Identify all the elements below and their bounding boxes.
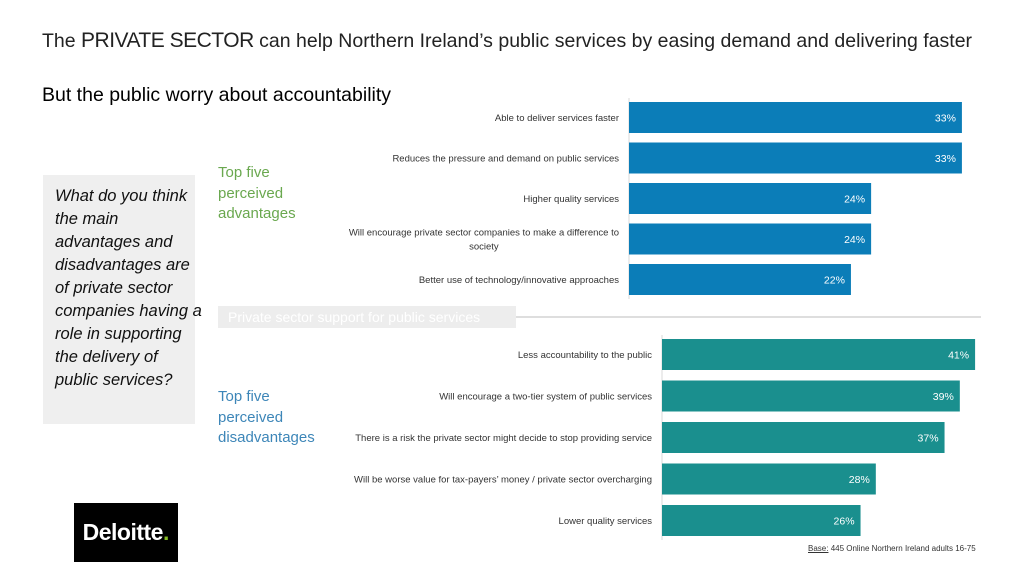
disadvantage-value-label-2: 39% <box>933 391 954 403</box>
disadvantage-bar-4 <box>662 463 876 495</box>
question-text: What do you think the main advantages an… <box>55 187 202 389</box>
disadvantage-category-label-3: There is a risk the private sector might… <box>355 433 652 444</box>
advantage-bar-2 <box>629 142 962 174</box>
disadvantage-bar-2 <box>662 380 960 412</box>
title-highlight: PRIVATE SECTOR <box>81 29 254 52</box>
advantage-value-label-4: 24% <box>844 234 865 246</box>
advantage-category-label-2: Reduces the pressure and demand on publi… <box>392 154 619 165</box>
disadvantages-label: Top five perceived disadvantages <box>218 388 315 446</box>
divider-box <box>218 306 516 328</box>
advantage-category-label-5: Better use of technology/innovative appr… <box>419 275 619 286</box>
advantage-category-label-3: Higher quality services <box>523 194 619 205</box>
divider-line <box>516 316 981 318</box>
advantage-bar-4 <box>629 223 872 255</box>
page-subtitle: But the public worry about accountabilit… <box>42 84 392 106</box>
base-note: Base: 445 Online Northern Ireland adults… <box>808 544 976 553</box>
base-text: 445 Online Northern Ireland adults 16-75 <box>828 544 976 553</box>
advantage-category-label-4: Will encourage private sector companies … <box>349 228 619 253</box>
disadvantage-value-label-1: 41% <box>948 350 969 362</box>
advantage-bar-3 <box>629 183 872 214</box>
disadvantage-category-label-4: Will be worse value for tax-payers’ mone… <box>354 475 652 486</box>
disadvantage-value-label-5: 26% <box>834 516 855 528</box>
disadvantage-value-label-4: 28% <box>849 474 870 486</box>
logo-dot: . <box>162 519 170 545</box>
page-title: The PRIVATE SECTOR can help Northern Ire… <box>42 28 982 54</box>
advantage-value-label-1: 33% <box>935 113 956 125</box>
disadvantage-category-label-2: Will encourage a two-tier system of publ… <box>439 392 652 403</box>
disadvantage-value-label-3: 37% <box>918 433 939 445</box>
base-label: Base: <box>808 544 829 553</box>
disadvantage-category-label-1: Less accountability to the public <box>518 350 652 361</box>
logo-word: Deloitte <box>82 519 164 545</box>
advantage-value-label-5: 22% <box>824 275 845 287</box>
advantage-bar-5 <box>629 264 851 295</box>
deloitte-logo: Deloitte. <box>74 503 178 562</box>
title-rest: can help Northern Ireland’s public servi… <box>253 30 973 52</box>
disadvantages-chart: 41% Less accountability to the public 39% W… <box>354 339 976 536</box>
divider-label: Private sector support for public servic… <box>228 309 481 325</box>
disadvantage-category-label-5: Lower quality services <box>559 516 653 527</box>
advantage-category-label-1: Able to deliver services faster <box>495 113 619 124</box>
disadvantage-bar-1 <box>662 339 976 370</box>
advantages-label: Top five perceived advantages <box>218 164 296 222</box>
disadvantage-bar-5 <box>662 505 861 536</box>
advantage-bar-1 <box>629 102 962 133</box>
advantage-value-label-2: 33% <box>935 153 956 165</box>
title-prefix: The <box>42 30 82 52</box>
advantage-value-label-3: 24% <box>844 194 865 206</box>
question-box <box>43 175 195 424</box>
advantages-chart: 33% Able to deliver services faster 33% Red… <box>349 102 962 295</box>
disadvantage-bar-3 <box>662 422 945 453</box>
